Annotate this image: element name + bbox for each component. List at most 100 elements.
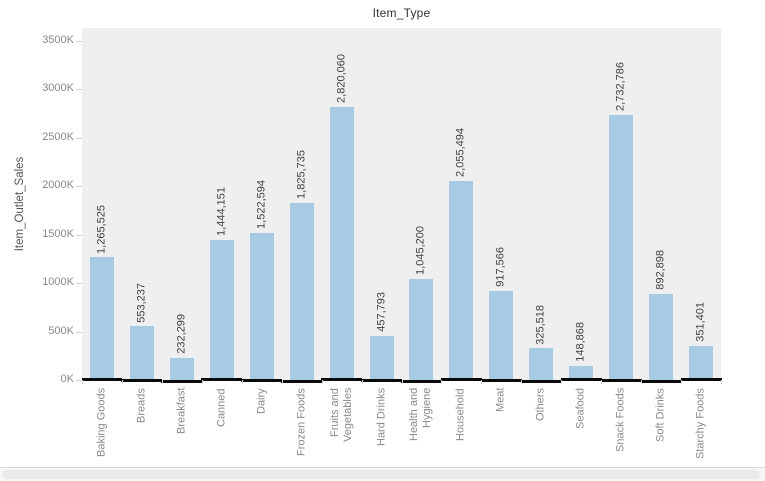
y-axis-title: Item_Outlet_Sales — [14, 156, 26, 252]
y-tick-label: 3500K — [42, 34, 74, 46]
y-tick-mark — [76, 380, 82, 381]
baseline-mark — [161, 380, 203, 383]
baseline-mark — [440, 378, 482, 381]
bar-value-label: 1,045,200 — [414, 225, 427, 275]
y-tick-label: 1000K — [42, 276, 74, 289]
bar-seafood[interactable] — [569, 365, 594, 380]
x-tick-mark — [121, 380, 123, 384]
bar-value-label: 1,825,735 — [295, 150, 308, 200]
baseline-mark — [321, 378, 363, 381]
bar-value-label: 325,518 — [534, 304, 547, 345]
bar-soft-drinks[interactable] — [649, 293, 674, 380]
bar-breakfast[interactable] — [169, 357, 194, 380]
bar-value-label: 1,265,525 — [95, 204, 108, 254]
bar-value-label: 1,522,594 — [255, 179, 268, 229]
bar-value-label: 2,055,494 — [454, 127, 467, 177]
x-category-label: Health and Hygiene — [408, 388, 434, 442]
bar-breads[interactable] — [129, 326, 154, 380]
baseline-mark — [361, 379, 402, 382]
bar-value-label: 1,444,151 — [215, 187, 228, 237]
bar-frozen-foods[interactable] — [289, 203, 314, 380]
bar-snack-foods[interactable] — [609, 115, 634, 380]
baseline-mark — [81, 378, 123, 381]
bar-household[interactable] — [449, 180, 474, 380]
x-tick-mark — [681, 380, 683, 384]
bar-others[interactable] — [529, 348, 554, 380]
x-category-label: Soft Drinks — [654, 388, 667, 442]
bar-value-label: 2,820,060 — [335, 53, 348, 103]
horizontal-scrollbar-thumb[interactable] — [2, 470, 760, 479]
y-tick-mark — [76, 186, 82, 188]
x-category-label: Canned — [215, 388, 228, 427]
x-tick-mark — [161, 380, 163, 384]
x-tick-mark — [82, 380, 83, 384]
x-category-label: Breakfast — [175, 388, 188, 435]
bar-value-label: 457,793 — [375, 291, 388, 332]
bar-starchy-foods[interactable] — [689, 345, 714, 380]
y-tick-mark — [76, 41, 82, 42]
x-tick-mark — [721, 380, 722, 384]
bar-value-label: 232,299 — [175, 313, 188, 354]
x-tick-mark — [281, 380, 283, 384]
plot-area: 1,265,525 553,237 232,299 1,444,151 1,522,59… — [81, 28, 722, 383]
x-category-label: Starchy Foods — [694, 388, 707, 459]
x-tick-mark — [441, 380, 443, 384]
bar-baking-goods[interactable] — [89, 257, 114, 380]
x-tick-mark — [561, 380, 563, 384]
y-tick-label: 2500K — [42, 130, 74, 143]
x-category-label: Meat — [494, 388, 507, 413]
bar-value-label: 351,401 — [694, 302, 707, 342]
x-category-label: Seafood — [574, 388, 587, 429]
y-tick-mark — [76, 137, 82, 139]
bar-health-and-hygiene[interactable] — [409, 278, 434, 380]
y-tick-mark — [76, 234, 82, 236]
bar-value-label: 148,868 — [574, 321, 587, 362]
x-category-label: Household — [454, 388, 467, 441]
x-category-label: Others — [534, 388, 547, 422]
y-tick-mark — [76, 331, 82, 333]
bar-value-label: 2,732,786 — [614, 62, 627, 112]
bar-hard-drinks[interactable] — [369, 335, 394, 380]
bar-canned[interactable] — [209, 240, 234, 380]
baseline-mark — [680, 378, 722, 381]
x-category-label: Hard Drinks — [375, 388, 388, 447]
x-tick-mark — [241, 380, 243, 384]
x-category-label: Baking Goods — [95, 388, 108, 458]
bar-dairy[interactable] — [249, 232, 274, 380]
x-tick-mark — [361, 380, 363, 384]
x-tick-mark — [201, 380, 203, 384]
baseline-mark — [121, 379, 163, 382]
x-category-label: Snack Foods — [614, 388, 627, 453]
y-tick-label: 3000K — [42, 82, 74, 95]
bar-value-label: 917,566 — [494, 247, 507, 288]
bar-fruits-and-vegetables[interactable] — [329, 106, 354, 380]
baseline-mark — [241, 379, 283, 382]
y-tick-label: 0K — [60, 373, 74, 385]
baseline-mark — [201, 378, 243, 381]
baseline-mark — [401, 380, 442, 383]
x-category-label: Fruits and Vegetables — [328, 388, 354, 443]
y-tick-label: 500K — [48, 324, 74, 337]
bar-value-label: 892,898 — [654, 249, 667, 290]
baseline-mark — [281, 380, 323, 383]
bar-meat[interactable] — [489, 291, 514, 380]
baseline-mark — [520, 380, 562, 383]
y-tick-mark — [76, 283, 82, 285]
baseline-mark — [480, 379, 522, 382]
x-tick-mark — [521, 380, 523, 384]
chart-title: Item_Type — [372, 6, 431, 20]
horizontal-scrollbar[interactable] — [0, 467, 765, 481]
y-tick-label: 1500K — [42, 227, 74, 240]
x-tick-mark — [481, 380, 483, 384]
y-tick-label: 2000K — [42, 179, 74, 192]
y-tick-mark — [76, 89, 82, 91]
x-tick-mark — [321, 380, 323, 384]
x-category-label: Frozen Foods — [295, 388, 308, 456]
x-tick-mark — [401, 380, 403, 384]
bar-value-label: 553,237 — [135, 282, 148, 323]
x-tick-mark — [601, 380, 603, 384]
x-category-label: Breads — [135, 388, 148, 423]
baseline-mark — [560, 378, 602, 381]
x-tick-mark — [641, 380, 643, 384]
